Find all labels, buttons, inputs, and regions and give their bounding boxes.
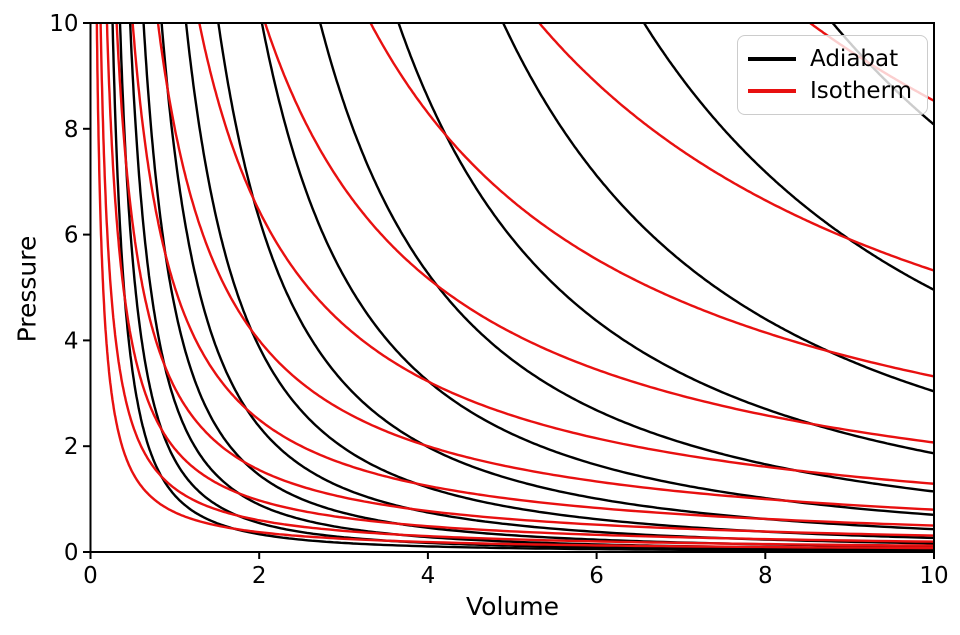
isotherm-curve [115,23,934,537]
y-tick-label: 8 [64,117,79,143]
legend: Adiabat Isotherm [737,35,928,115]
adiabat-curve [501,23,934,393]
isotherm-curve [369,23,934,378]
adiabat-line-swatch [748,57,796,61]
isotherm-curve [537,23,934,272]
y-tick-label: 4 [64,328,79,354]
isotherm-curve [198,23,934,485]
adiabat-curve [184,23,934,540]
isotherm-curve [99,23,934,547]
x-tick-label: 2 [252,563,267,589]
adiabat-curve [217,23,934,531]
legend-entry-adiabat: Adiabat [748,45,917,72]
y-tick-label: 10 [49,11,78,37]
plot-border [89,22,935,553]
isotherm-curve [131,23,934,527]
isotherm-curve [263,23,934,444]
adiabat-curve [118,23,934,552]
adiabat-curve [642,23,934,292]
adiabat-curve [260,23,934,517]
isotherm-curve [156,23,934,511]
x-tick-label: 8 [758,563,773,589]
isotherm-curve [105,23,934,543]
x-tick-label: 10 [919,563,948,589]
legend-label-isotherm: Isotherm [810,77,913,104]
adiabat-curve [318,23,934,493]
x-tick-label: 4 [421,563,436,589]
y-tick-label: 2 [64,434,79,460]
y-tick-label: 6 [64,223,79,249]
y-tick-label: 0 [64,540,79,566]
legend-entry-isotherm: Isotherm [748,77,917,104]
legend-label-adiabat: Adiabat [810,45,899,72]
y-axis-label: Pressure [12,235,42,343]
isotherm-line-swatch [748,89,796,93]
x-axis-label: Volume [466,592,559,621]
isotherm-curve [95,23,934,550]
x-tick-label: 0 [83,563,98,589]
x-tick-label: 6 [589,563,604,589]
adiabat-curve [160,23,934,545]
